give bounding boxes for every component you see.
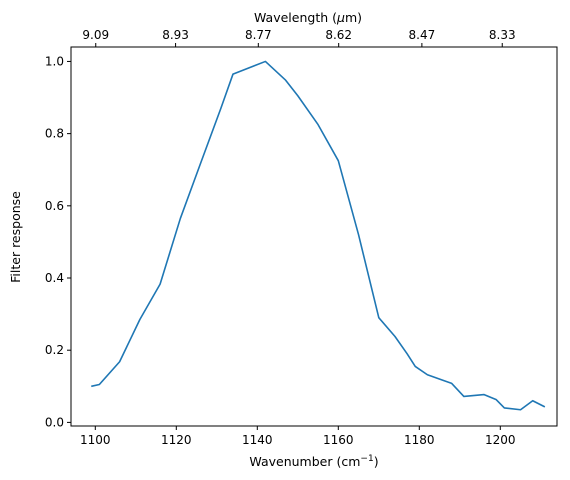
top-x-axis-label-mu: μ (336, 10, 345, 25)
y-tick-label: 0.8 (45, 127, 64, 141)
top-x-axis: 9.09 8.93 8.77 8.62 8.47 8.33 (82, 28, 516, 47)
series-line (91, 60, 546, 411)
top-x-axis-label: Wavelength (μm) (254, 10, 362, 25)
x-axis-label: Wavenumber (cm−1) (249, 454, 378, 469)
top-x-tick-label: 8.47 (409, 28, 436, 42)
plot-frame (70, 46, 558, 427)
top-x-tick-label: 9.09 (82, 28, 109, 42)
top-x-axis-label-unit: m) (345, 10, 362, 25)
x-axis-label-close: ) (374, 454, 379, 469)
y-tick-label: 0.6 (45, 199, 64, 213)
y-axis: 0.0 0.2 0.4 0.6 0.8 1.0 (45, 54, 71, 429)
x-tick-label: 1140 (242, 433, 273, 447)
x-tick-label: 1100 (80, 433, 111, 447)
y-tick-label: 1.0 (45, 54, 64, 68)
top-x-tick-label: 8.33 (489, 28, 516, 42)
top-x-tick-label: 8.77 (245, 28, 272, 42)
x-tick-label: 1160 (323, 433, 354, 447)
top-x-tick-label: 8.62 (325, 28, 352, 42)
x-tick-label: 1180 (404, 433, 435, 447)
x-axis-label-superscript: −1 (360, 454, 373, 464)
y-tick-label: 0.4 (45, 271, 64, 285)
y-tick-label: 0.2 (45, 343, 64, 357)
y-tick-label: 0.0 (45, 415, 64, 429)
x-tick-label: 1120 (161, 433, 192, 447)
x-tick-label: 1200 (485, 433, 516, 447)
bottom-x-axis: 1100 1120 1140 1160 1180 1200 (80, 426, 516, 447)
y-axis-label: Filter response (8, 191, 23, 283)
top-x-tick-label: 8.93 (162, 28, 189, 42)
